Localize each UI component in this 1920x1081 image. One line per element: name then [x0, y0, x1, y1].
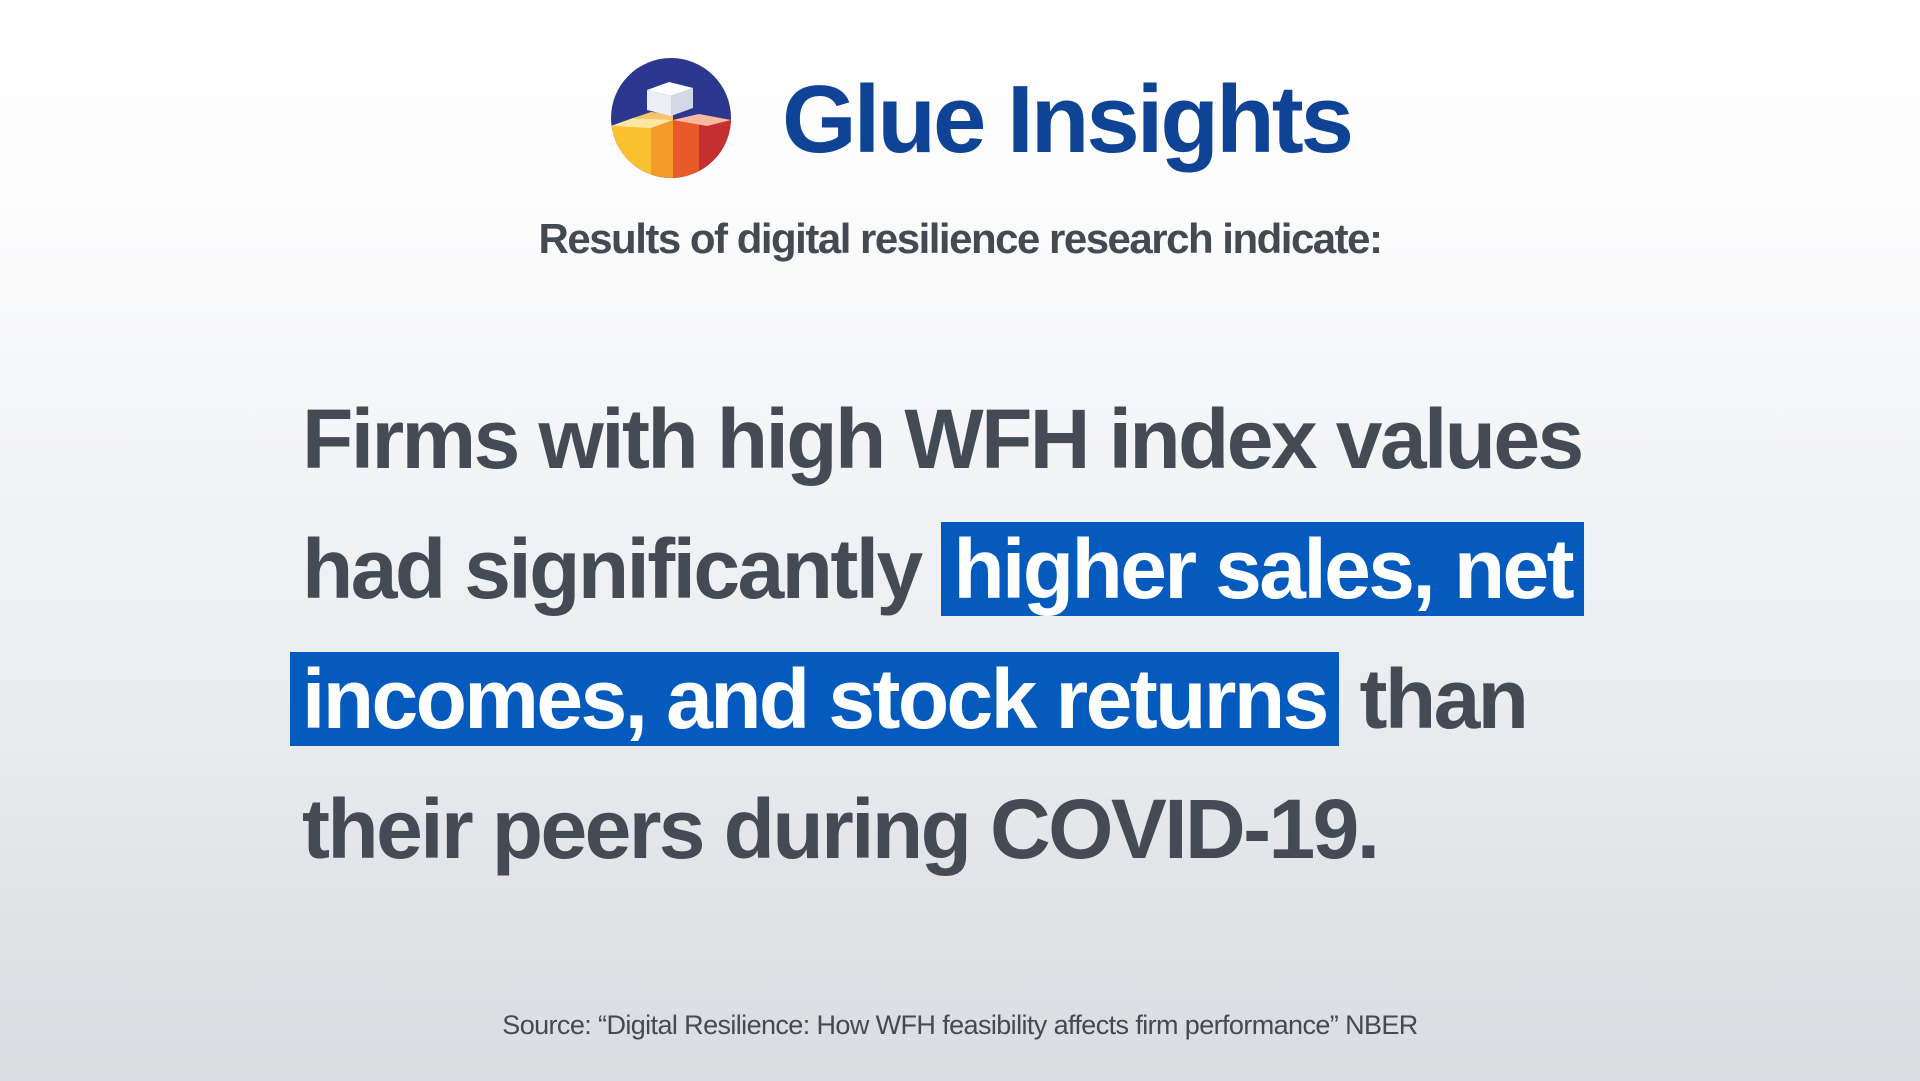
statement-text: than — [1359, 652, 1529, 746]
statement-line-3: incomes, and stock returns than — [290, 634, 1702, 764]
statement-text: Firms with high WFH index values — [302, 392, 1584, 486]
statement-line-1: Firms with high WFH index values — [302, 374, 1702, 504]
subtitle: Results of digital resilience research i… — [538, 215, 1384, 262]
header: Glue Insights — [0, 55, 1920, 185]
source-citation: Source: “Digital Resilience: How WFH fea… — [502, 1010, 1418, 1040]
statement-highlight: incomes, and stock returns — [290, 652, 1339, 746]
brand-name: Glue Insights — [782, 66, 1354, 173]
statement-text: their peers during COVID-19. — [302, 782, 1380, 876]
statement-line-2: had significantly higher sales, net — [302, 504, 1702, 634]
statement-highlight: higher sales, net — [941, 522, 1585, 616]
statement-text: had significantly — [302, 522, 923, 616]
statement-line-4: their peers during COVID-19. — [302, 764, 1702, 894]
stacked-blocks-logo-icon — [611, 58, 731, 178]
key-finding-statement: Firms with high WFH index values had sig… — [290, 374, 1702, 894]
